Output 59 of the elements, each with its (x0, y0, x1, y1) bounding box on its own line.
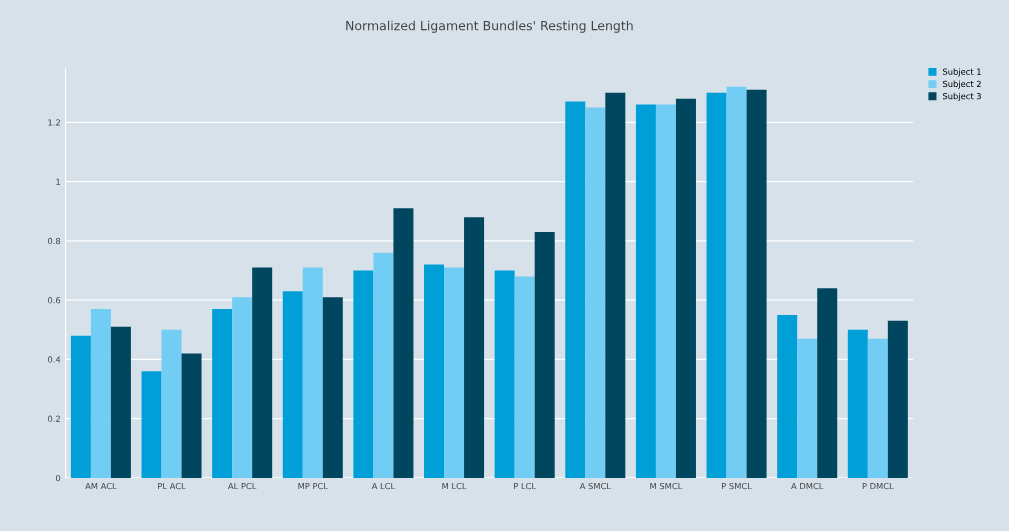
bar (797, 338, 818, 478)
bar (847, 329, 868, 478)
bar (817, 288, 838, 478)
bar (161, 329, 182, 478)
bar (494, 270, 515, 478)
legend-label: Subject 1 (943, 68, 981, 77)
bar (232, 297, 253, 478)
y-tick-label: 0.8 (48, 237, 61, 245)
bar (212, 309, 233, 478)
legend-label: Subject 2 (943, 80, 981, 89)
bar (90, 309, 111, 478)
x-tick-label: A SMCL (579, 482, 611, 490)
x-tick-label: PL ACL (158, 482, 186, 490)
bar (605, 92, 626, 478)
y-tick-label: 0.2 (48, 415, 60, 422)
bar (322, 297, 343, 478)
bar (424, 264, 445, 478)
bar (726, 86, 747, 478)
x-tick-label: M SMCL (650, 482, 683, 490)
legend-label: Subject 3 (943, 92, 981, 101)
x-tick-label: AM ACL (85, 482, 117, 490)
bar (867, 338, 888, 478)
y-tick-label: 0 (55, 474, 61, 482)
bar (534, 231, 555, 478)
bar (514, 276, 535, 478)
x-tick-label: M LCL (442, 482, 467, 490)
bar (141, 371, 162, 478)
x-tick-label: P LCL (514, 482, 537, 490)
x-tick-label: MP PCL (298, 482, 328, 490)
bar (70, 335, 91, 478)
bar (565, 101, 586, 478)
bar (746, 89, 767, 478)
chart-title: Normalized Ligament Bundles' Resting Length (346, 20, 633, 33)
bar (635, 104, 656, 478)
bar (585, 107, 606, 478)
bar (181, 353, 202, 478)
x-tick-label: A DMCL (791, 482, 824, 490)
bar (353, 270, 374, 478)
bar (444, 267, 465, 478)
x-tick-label: A LCL (371, 482, 396, 490)
bar (777, 314, 798, 478)
x-tick-label: P SMCL (722, 482, 752, 490)
y-tick-label: 0.4 (48, 356, 61, 363)
bar (110, 326, 131, 478)
bar (464, 217, 485, 478)
bar (655, 104, 676, 478)
bar (706, 92, 727, 478)
bar (302, 267, 323, 478)
bar (675, 98, 696, 478)
bar (373, 252, 394, 478)
bar (393, 208, 414, 478)
x-tick-label: AL PCL (227, 482, 257, 490)
bar (252, 267, 273, 478)
y-tick-label: 1 (56, 178, 60, 185)
y-tick-label: 0.6 (48, 297, 61, 304)
y-tick-label: 1.2 (48, 119, 60, 126)
x-tick-label: P DMCL (862, 482, 894, 490)
bar (887, 320, 908, 478)
bar (282, 291, 303, 478)
